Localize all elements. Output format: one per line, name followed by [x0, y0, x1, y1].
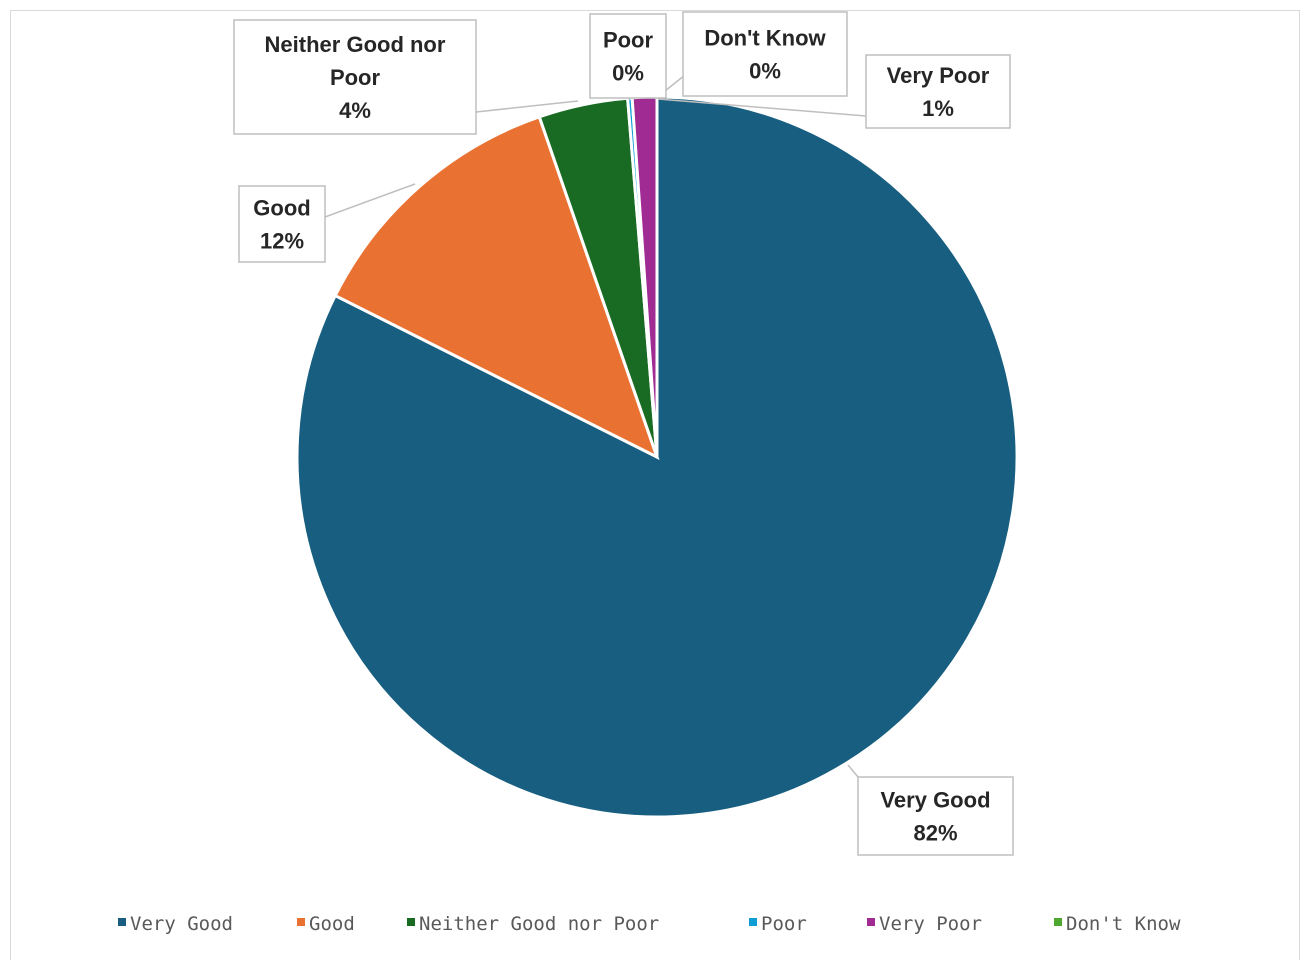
- legend-swatch-don-t-know: [1054, 918, 1062, 926]
- data-label-percent-neither-good-nor-poor: 4%: [339, 98, 371, 123]
- data-label-percent-don-t-know: 0%: [749, 59, 781, 84]
- data-label-box-poor: [589, 13, 667, 99]
- data-label-name-don-t-know: Don't Know: [704, 26, 826, 51]
- data-label-box-very-poor: [865, 54, 1011, 129]
- data-label-poor: Poor 0%: [589, 13, 667, 99]
- leader-line-neither-good-nor-poor: [475, 100, 579, 113]
- data-label-name-neither-good-nor-poor: Poor: [330, 65, 381, 90]
- legend-swatch-good: [297, 918, 305, 926]
- data-label-percent-good: 12%: [260, 229, 304, 254]
- legend-label-poor: Poor: [761, 913, 807, 935]
- data-label-name-neither-good-nor-poor: Neither Good nor: [265, 32, 446, 57]
- data-label-name-very-poor: Very Poor: [887, 63, 990, 88]
- legend-swatch-very-good: [118, 918, 126, 926]
- data-label-box-very-good: [857, 776, 1014, 856]
- data-label-name-very-good: Very Good: [880, 788, 990, 813]
- data-label-good: Good 12%: [238, 185, 326, 263]
- legend-swatch-poor: [749, 918, 757, 926]
- data-label-name-good: Good: [253, 196, 310, 221]
- legend-label-neither-good-nor-poor: Neither Good nor Poor: [419, 913, 659, 935]
- data-label-name-poor: Poor: [603, 28, 654, 53]
- data-label-box-good: [238, 185, 326, 263]
- leader-line-very-good: [847, 764, 859, 778]
- data-label-box-neither-good-nor-poor: [233, 19, 477, 135]
- legend-label-very-poor: Very Poor: [879, 913, 982, 935]
- data-label-percent-very-good: 82%: [913, 821, 957, 846]
- legend-swatch-very-poor: [867, 918, 875, 926]
- data-label-percent-poor: 0%: [612, 61, 644, 86]
- legend-label-very-good: Very Good: [130, 913, 233, 935]
- data-label-don-t-know: Don't Know 0%: [682, 11, 848, 97]
- leader-line-very-poor: [657, 98, 867, 117]
- data-label-very-good: Very Good 82%: [857, 776, 1014, 856]
- legend-label-good: Good: [309, 913, 355, 935]
- pie-slice-good: [333, 114, 660, 460]
- leader-line-good: [324, 183, 416, 218]
- data-label-neither-good-nor-poor: Neither Good nor Poor 4%: [233, 19, 477, 135]
- data-label-very-poor: Very Poor 1%: [865, 54, 1011, 129]
- legend-label-don-t-know: Don't Know: [1066, 913, 1181, 935]
- data-label-box-don-t-know: [682, 11, 848, 97]
- data-label-percent-very-poor: 1%: [922, 96, 954, 121]
- legend-swatch-neither-good-nor-poor: [407, 918, 415, 926]
